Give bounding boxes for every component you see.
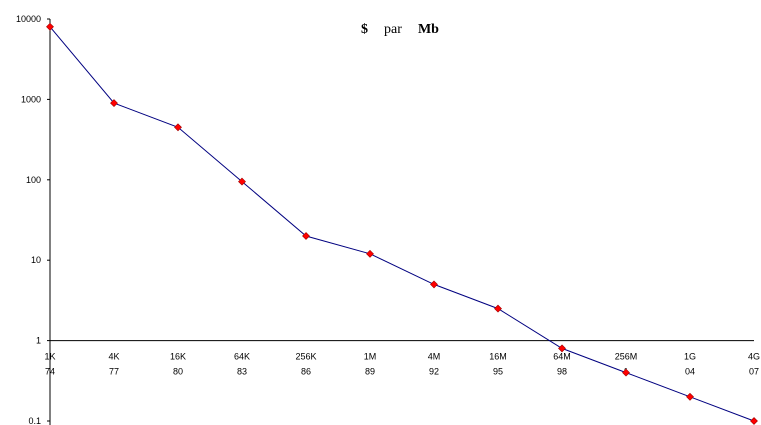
x-tick-label: 1G <box>684 352 696 362</box>
series-line <box>49 26 755 422</box>
data-point <box>558 344 566 353</box>
y-tick-label: 0.1 <box>28 416 41 425</box>
x-tick-year: 77 <box>109 367 119 377</box>
data-point <box>622 368 630 377</box>
x-tick-label: 16K <box>170 352 186 362</box>
chart-title: $ par Mb <box>361 22 439 37</box>
y-tick-label: 100 <box>26 175 41 185</box>
series-path <box>49 26 755 422</box>
data-point <box>174 123 182 132</box>
x-tick-year: 95 <box>493 367 503 377</box>
series-markers <box>46 22 758 425</box>
x-tick-year: 86 <box>301 367 311 377</box>
x-tick-year: 74 <box>45 367 55 377</box>
data-point <box>366 249 374 258</box>
y-tick-label: 1 <box>36 336 41 346</box>
data-point <box>238 177 246 186</box>
x-tick-label: 16M <box>489 352 507 362</box>
data-point <box>430 280 438 289</box>
data-point <box>302 232 310 240</box>
y-axis-ticks: 10000 1000 100 10 1 0.1 <box>16 14 50 425</box>
y-tick-label: 10 <box>31 255 41 265</box>
title-par: par <box>384 22 402 37</box>
x-axis-ticks: 1K 74 4K 77 16K 80 64K 83 256K 86 1M 89 4M 92 16M 95 64M… <box>44 352 760 377</box>
x-tick-label: 4G <box>748 352 760 362</box>
x-tick-label: 64K <box>234 352 250 362</box>
x-tick-year: 98 <box>557 367 567 377</box>
x-tick-year: 80 <box>173 367 183 377</box>
x-tick-label: 1M <box>364 352 377 362</box>
data-point <box>750 417 758 425</box>
title-dollar: $ <box>361 22 368 37</box>
x-tick-label: 256K <box>295 352 316 362</box>
chart-axes <box>49 19 754 425</box>
x-tick-label: 256M <box>615 352 638 362</box>
x-tick-label: 4K <box>108 352 119 362</box>
x-tick-year: 89 <box>365 367 375 377</box>
data-point <box>110 99 118 108</box>
x-tick-year: 07 <box>749 367 759 377</box>
title-mb: Mb <box>418 22 439 37</box>
x-tick-label: 4M <box>428 352 441 362</box>
x-tick-label: 64M <box>553 352 571 362</box>
x-tick-year: 04 <box>685 367 695 377</box>
data-point <box>494 304 502 313</box>
x-tick-year: 83 <box>237 367 247 377</box>
x-tick-year: 92 <box>429 367 439 377</box>
y-tick-label: 10000 <box>16 14 41 24</box>
data-point <box>46 22 54 31</box>
data-point <box>686 392 694 401</box>
x-tick-label: 1K <box>44 352 55 362</box>
y-tick-label: 1000 <box>21 94 41 104</box>
